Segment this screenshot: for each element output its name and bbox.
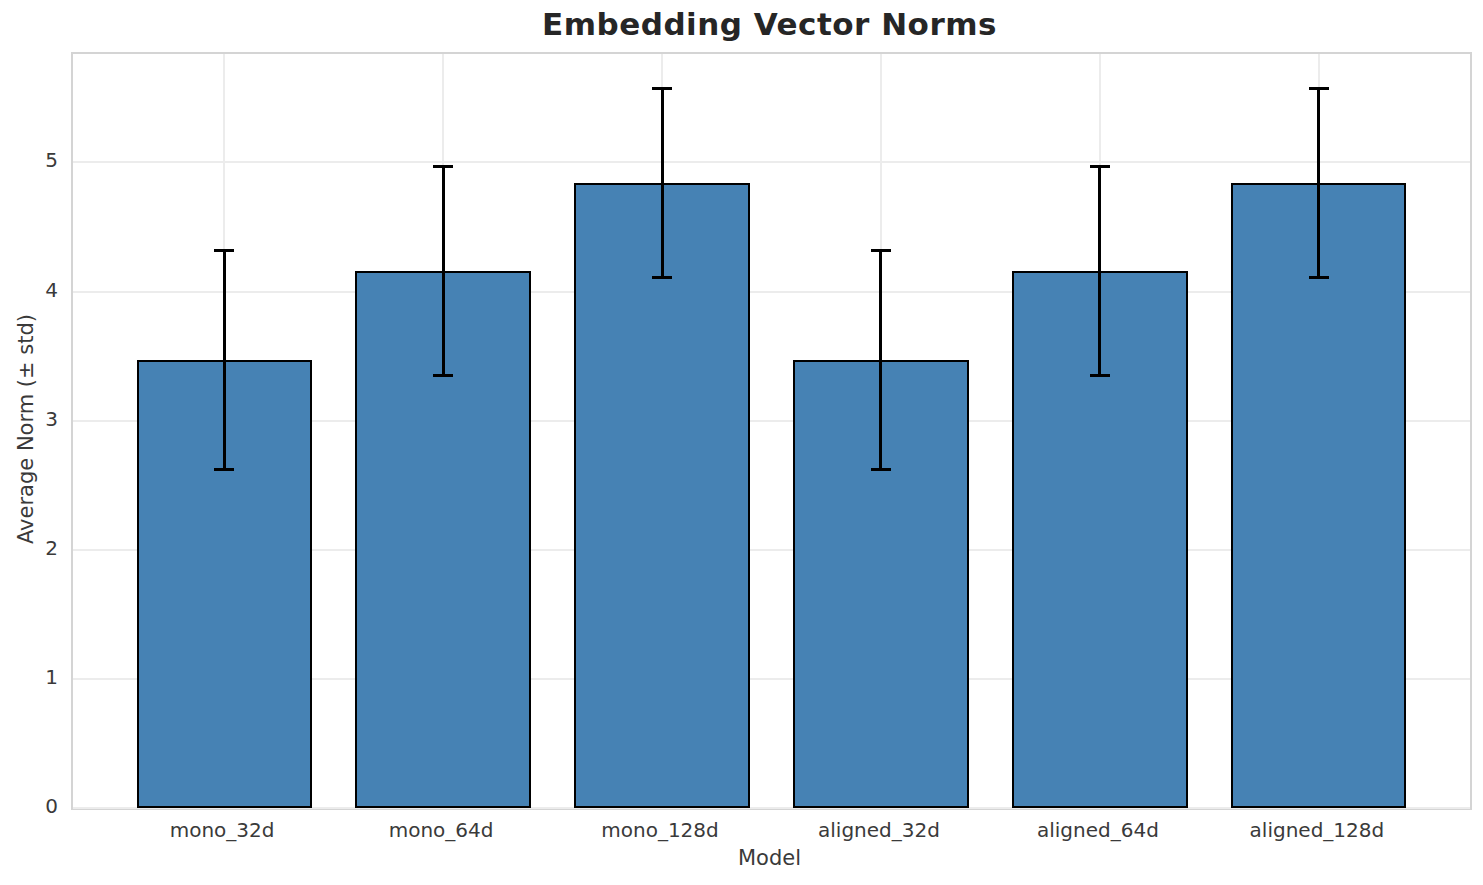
y-tick-label: 1 bbox=[0, 663, 58, 691]
x-tick-label: aligned_64d bbox=[988, 817, 1208, 843]
error-bar-cap-bottom bbox=[1090, 374, 1110, 377]
chart-title: Embedding Vector Norms bbox=[71, 6, 1468, 42]
error-bar-cap-bottom bbox=[1309, 276, 1329, 279]
error-bar-line bbox=[1317, 89, 1320, 278]
y-tick-label: 0 bbox=[0, 792, 58, 820]
error-bar-cap-bottom bbox=[214, 468, 234, 471]
x-tick-label: mono_128d bbox=[550, 817, 770, 843]
x-tick-label: mono_32d bbox=[112, 817, 332, 843]
y-tick-label: 2 bbox=[0, 534, 58, 562]
error-bar-line bbox=[223, 250, 226, 469]
error-bar-line bbox=[1098, 166, 1101, 375]
x-axis-label: Model bbox=[71, 846, 1468, 870]
y-tick-label: 4 bbox=[0, 276, 58, 304]
error-bar-cap-bottom bbox=[433, 374, 453, 377]
error-bar-cap-top bbox=[1090, 165, 1110, 168]
error-bar-line bbox=[879, 250, 882, 469]
y-tick-label: 5 bbox=[0, 146, 58, 174]
error-bar-cap-bottom bbox=[871, 468, 891, 471]
figure: Embedding Vector Norms Model Average Nor… bbox=[0, 0, 1483, 885]
error-bar-cap-top bbox=[433, 165, 453, 168]
error-bar-cap-top bbox=[214, 249, 234, 252]
error-bar-cap-top bbox=[871, 249, 891, 252]
error-bar-cap-top bbox=[1309, 87, 1329, 90]
error-bar-cap-bottom bbox=[652, 276, 672, 279]
error-bar-line bbox=[442, 166, 445, 375]
error-bar-line bbox=[661, 89, 664, 278]
plot-area bbox=[71, 52, 1472, 810]
y-tick-label: 3 bbox=[0, 405, 58, 433]
error-bar-cap-top bbox=[652, 87, 672, 90]
x-tick-label: mono_64d bbox=[331, 817, 551, 843]
x-tick-label: aligned_128d bbox=[1207, 817, 1427, 843]
x-tick-label: aligned_32d bbox=[769, 817, 989, 843]
y-gridline bbox=[73, 161, 1470, 163]
